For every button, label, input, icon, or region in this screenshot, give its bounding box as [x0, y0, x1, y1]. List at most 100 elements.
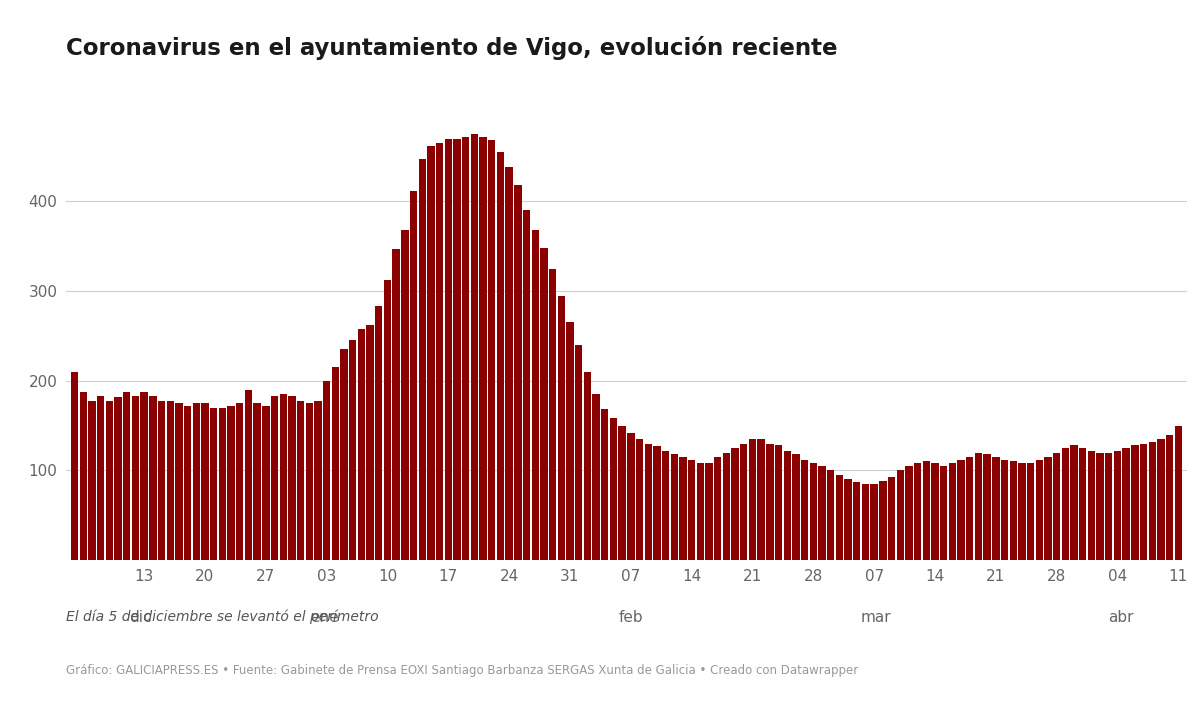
- Bar: [410, 191, 417, 560]
- Bar: [123, 391, 131, 560]
- Bar: [653, 446, 661, 560]
- Bar: [1071, 445, 1078, 560]
- Bar: [427, 146, 434, 560]
- Bar: [375, 306, 382, 560]
- Bar: [584, 372, 591, 560]
- Bar: [715, 457, 722, 560]
- Bar: [862, 484, 869, 560]
- Bar: [496, 152, 504, 560]
- Bar: [471, 134, 478, 560]
- Bar: [645, 444, 652, 560]
- Bar: [384, 280, 391, 560]
- Bar: [288, 396, 296, 560]
- Text: abr: abr: [1109, 610, 1134, 625]
- Bar: [1114, 451, 1121, 560]
- Bar: [610, 418, 617, 560]
- Bar: [870, 484, 878, 560]
- Bar: [218, 408, 227, 560]
- Bar: [1053, 452, 1060, 560]
- Bar: [766, 444, 773, 560]
- Bar: [341, 350, 348, 560]
- Bar: [1087, 451, 1095, 560]
- Bar: [480, 137, 487, 560]
- Bar: [367, 325, 374, 560]
- Bar: [1131, 445, 1139, 560]
- Bar: [175, 403, 182, 560]
- Bar: [271, 396, 278, 560]
- Bar: [809, 463, 817, 560]
- Bar: [670, 454, 677, 560]
- Bar: [314, 401, 321, 560]
- Bar: [167, 401, 174, 560]
- Bar: [436, 143, 444, 560]
- Bar: [114, 397, 122, 560]
- Text: mar: mar: [861, 610, 891, 625]
- Bar: [140, 391, 147, 560]
- Bar: [89, 401, 96, 560]
- Bar: [932, 463, 939, 560]
- Bar: [357, 329, 366, 560]
- Bar: [523, 211, 530, 560]
- Bar: [236, 403, 243, 560]
- Bar: [740, 444, 747, 560]
- Bar: [132, 396, 139, 560]
- Bar: [158, 401, 165, 560]
- Text: dic: dic: [129, 610, 151, 625]
- Bar: [723, 452, 730, 560]
- Bar: [697, 463, 704, 560]
- Bar: [210, 408, 217, 560]
- Bar: [1149, 442, 1156, 560]
- Bar: [793, 454, 800, 560]
- Bar: [183, 406, 192, 560]
- Text: El día 5 de diciembre se levantó el perímetro: El día 5 de diciembre se levantó el perí…: [66, 610, 379, 624]
- Bar: [627, 432, 634, 560]
- Bar: [922, 462, 930, 560]
- Bar: [453, 139, 460, 560]
- Bar: [402, 230, 409, 560]
- Bar: [879, 481, 886, 560]
- Bar: [71, 372, 78, 560]
- Bar: [662, 451, 669, 560]
- Bar: [549, 269, 556, 560]
- Bar: [836, 475, 843, 560]
- Bar: [558, 296, 565, 560]
- Bar: [541, 248, 548, 560]
- Bar: [983, 454, 990, 560]
- Bar: [948, 463, 956, 560]
- Bar: [418, 160, 426, 560]
- Bar: [1061, 448, 1070, 560]
- Bar: [332, 367, 339, 560]
- Bar: [576, 345, 583, 560]
- Bar: [940, 466, 947, 560]
- Bar: [801, 459, 808, 560]
- Bar: [263, 406, 270, 560]
- Bar: [1157, 439, 1164, 560]
- Bar: [253, 403, 261, 560]
- Bar: [445, 139, 452, 560]
- Bar: [201, 403, 209, 560]
- Bar: [852, 482, 861, 560]
- Bar: [592, 394, 600, 560]
- Bar: [514, 185, 522, 560]
- Bar: [601, 410, 608, 560]
- Bar: [1044, 457, 1052, 560]
- Bar: [462, 137, 469, 560]
- Bar: [957, 459, 965, 560]
- Text: ene: ene: [311, 610, 338, 625]
- Bar: [531, 230, 538, 560]
- Bar: [619, 425, 626, 560]
- Bar: [488, 140, 495, 560]
- Bar: [506, 167, 513, 560]
- Bar: [784, 451, 791, 560]
- Bar: [680, 457, 687, 560]
- Bar: [149, 396, 157, 560]
- Bar: [844, 479, 851, 560]
- Text: Coronavirus en el ayuntamiento de Vigo, evolución reciente: Coronavirus en el ayuntamiento de Vigo, …: [66, 36, 837, 60]
- Bar: [297, 401, 305, 560]
- Bar: [749, 439, 757, 560]
- Bar: [193, 403, 200, 560]
- Bar: [79, 391, 88, 560]
- Bar: [758, 439, 765, 560]
- Bar: [635, 439, 643, 560]
- Bar: [1018, 463, 1025, 560]
